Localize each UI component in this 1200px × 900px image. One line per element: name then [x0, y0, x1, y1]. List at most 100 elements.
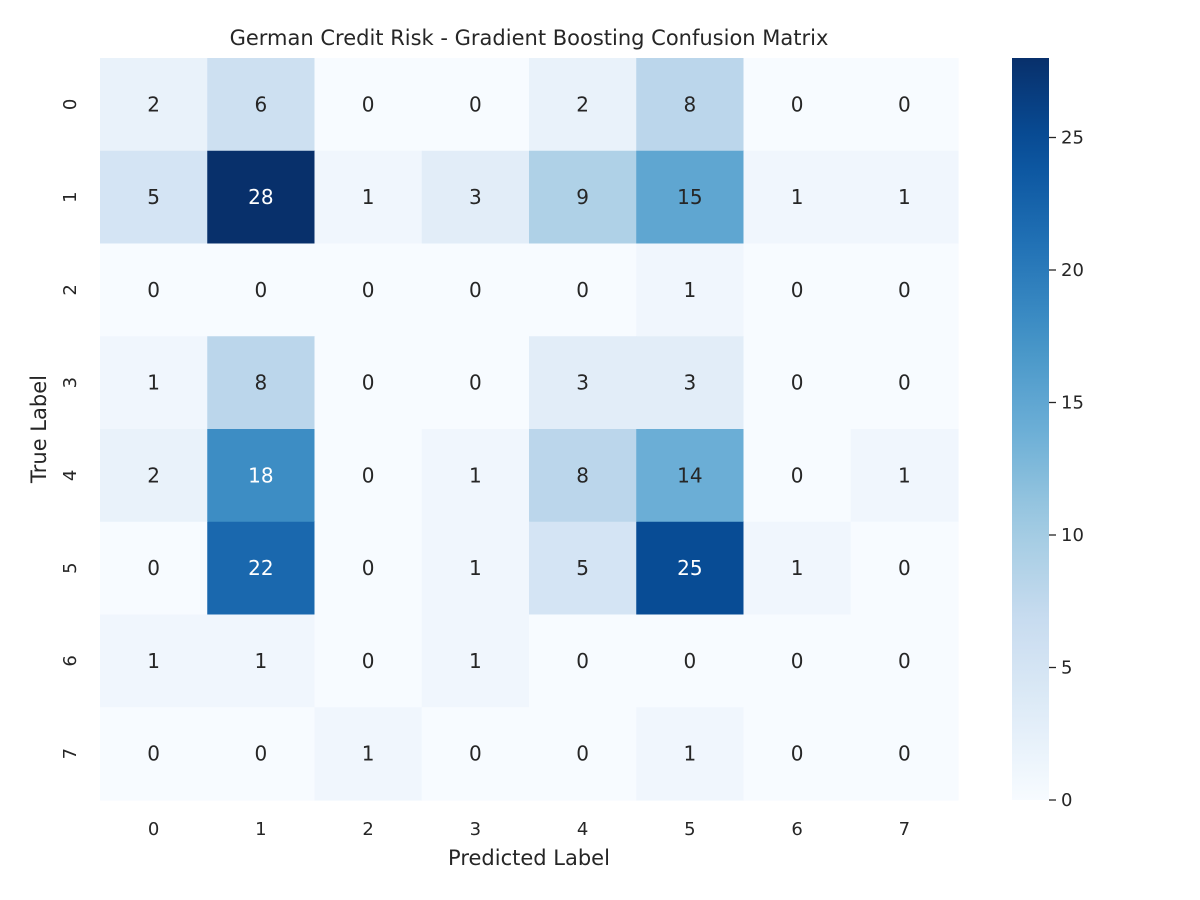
heatmap-cell-r7-c4 — [529, 707, 637, 801]
heatmap-cell-r2-c3 — [421, 243, 530, 337]
heatmap-cell-r0-c4 — [529, 58, 637, 152]
heatmap-cell-r2-c0 — [100, 243, 208, 337]
colorbar-tick-label-20: 20 — [1061, 260, 1084, 281]
colorbar-gradient — [1012, 58, 1049, 800]
chart-title: German Credit Risk - Gradient Boosting C… — [230, 26, 829, 50]
heatmap-cell-r6-c5 — [636, 614, 745, 708]
cell-value-r3-c5: 3 — [684, 371, 697, 395]
cell-value-r4-c5: 14 — [677, 463, 702, 487]
heatmap-cell-r5-c0 — [100, 521, 208, 616]
cell-value-r5-c1: 22 — [248, 556, 273, 580]
heatmap-cell-r5-c5 — [636, 521, 745, 616]
cell-value-r2-c1: 0 — [255, 278, 268, 302]
cell-value-r4-c6: 0 — [791, 463, 804, 487]
cell-value-r1-c2: 1 — [362, 185, 375, 209]
heatmap-cell-r7-c2 — [314, 707, 423, 801]
heatmap-cell-r6-c2 — [314, 614, 423, 708]
cell-value-r3-c4: 3 — [576, 371, 589, 395]
heatmap-cell-r6-c3 — [421, 614, 530, 708]
heatmap-cell-r4-c4 — [529, 429, 637, 523]
cell-value-r1-c0: 5 — [147, 185, 160, 209]
heatmap-cell-r7-c5 — [636, 707, 745, 801]
heatmap-cell-r3-c5 — [636, 336, 745, 430]
heatmap-cell-r5-c1 — [207, 521, 316, 616]
cell-value-r7-c3: 0 — [469, 742, 482, 766]
x-tick-label-0: 0 — [148, 819, 159, 840]
x-axis-ticks: 0 1 2 3 4 5 6 7 — [148, 819, 910, 840]
cell-value-r1-c6: 1 — [791, 185, 804, 209]
heatmap-cell-r3-c1 — [207, 336, 316, 430]
cell-value-r1-c5: 15 — [677, 185, 702, 209]
y-tick-label-3: 3 — [60, 377, 81, 388]
heatmap-cell-r4-c7 — [850, 429, 959, 523]
cell-value-r0-c1: 6 — [255, 92, 268, 116]
x-tick-label-1: 1 — [255, 819, 266, 840]
y-tick-label-6: 6 — [60, 655, 81, 666]
heatmap-cell-r4-c3 — [421, 429, 530, 523]
cell-value-r5-c0: 0 — [147, 556, 160, 580]
heatmap-cell-r4-c5 — [636, 429, 745, 523]
heatmap-cell-r2-c6 — [743, 243, 852, 337]
heatmap-cell-r3-c6 — [743, 336, 852, 430]
heatmap-cell-r0-c1 — [207, 58, 316, 152]
heatmap-cell-r1-c6 — [743, 150, 852, 245]
cell-value-r4-c2: 0 — [362, 463, 375, 487]
cell-value-r4-c0: 2 — [147, 463, 160, 487]
cell-value-r2-c4: 0 — [576, 278, 589, 302]
heatmap-cell-r4-c0 — [100, 429, 208, 523]
y-tick-label-4: 4 — [60, 470, 81, 481]
cell-value-r3-c0: 1 — [147, 371, 160, 395]
cell-value-r0-c2: 0 — [362, 92, 375, 116]
heatmap-cell-r7-c7 — [850, 707, 959, 801]
x-tick-label-4: 4 — [577, 819, 588, 840]
cell-value-r6-c0: 1 — [147, 649, 160, 673]
cell-value-r1-c1: 28 — [248, 185, 273, 209]
cell-value-r1-c3: 3 — [469, 185, 482, 209]
heatmap-cell-labels: 2 6 0 0 2 8 0 05 28 1 3 9 15 1 10 0 0 0 0 1 0 01 8 0 0 3 3 0 02 18 0 1 8… — [147, 92, 910, 765]
heatmap-cell-r1-c0 — [100, 150, 208, 245]
cell-value-r5-c4: 5 — [576, 556, 589, 580]
heatmap-cell-r2-c4 — [529, 243, 637, 337]
cell-value-r2-c7: 0 — [898, 278, 911, 302]
heatmap-cell-r1-c7 — [850, 150, 959, 245]
y-tick-label-1: 1 — [60, 191, 81, 202]
heatmap-cell-r0-c2 — [314, 58, 423, 152]
heatmap-cell-r4-c6 — [743, 429, 852, 523]
cell-value-r0-c6: 0 — [791, 92, 804, 116]
heatmap-cell-r0-c0 — [100, 58, 208, 152]
heatmap-cell-r2-c2 — [314, 243, 423, 337]
y-tick-label-2: 2 — [60, 284, 81, 295]
heatmap-cell-r6-c4 — [529, 614, 637, 708]
heatmap-cell-r6-c0 — [100, 614, 208, 708]
cell-value-r3-c3: 0 — [469, 371, 482, 395]
heatmap-cell-r7-c1 — [207, 707, 316, 801]
heatmap-cell-r5-c2 — [314, 521, 423, 616]
cell-value-r6-c4: 0 — [576, 649, 589, 673]
cell-value-r7-c0: 0 — [147, 742, 160, 766]
cell-value-r7-c6: 0 — [791, 742, 804, 766]
heatmap-cell-r7-c3 — [421, 707, 530, 801]
cell-value-r7-c1: 0 — [255, 742, 268, 766]
heatmap-cell-r1-c2 — [314, 150, 423, 245]
cell-value-r0-c0: 2 — [147, 92, 160, 116]
cell-value-r6-c5: 0 — [684, 649, 697, 673]
cell-value-r4-c3: 1 — [469, 463, 482, 487]
x-tick-label-2: 2 — [362, 819, 373, 840]
cell-value-r4-c4: 8 — [576, 463, 589, 487]
heatmap-cell-r1-c4 — [529, 150, 637, 245]
heatmap-cell-r5-c3 — [421, 521, 530, 616]
cell-value-r3-c1: 8 — [255, 371, 268, 395]
cell-value-r7-c4: 0 — [576, 742, 589, 766]
heatmap-cell-r2-c7 — [850, 243, 959, 337]
heatmap-cell-r5-c6 — [743, 521, 852, 616]
heatmap-cell-r7-c6 — [743, 707, 852, 801]
heatmap-cell-r1-c1 — [207, 150, 316, 245]
x-tick-label-6: 6 — [791, 819, 802, 840]
heatmap-cell-r6-c1 — [207, 614, 316, 708]
heatmap-cell-r3-c2 — [314, 336, 423, 430]
heatmap-cells — [100, 58, 959, 801]
heatmap-cell-r3-c4 — [529, 336, 637, 430]
cell-value-r1-c4: 9 — [576, 185, 589, 209]
